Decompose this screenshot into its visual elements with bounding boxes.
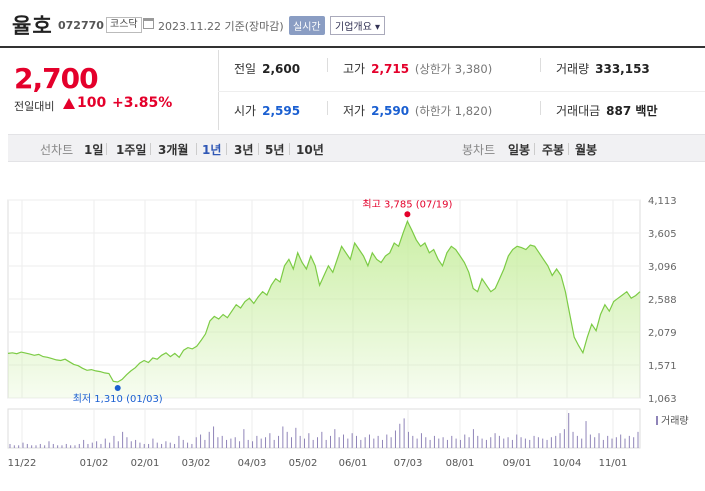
- volume-legend-icon: [656, 416, 658, 425]
- period-1w[interactable]: 1주일: [116, 143, 147, 157]
- current-price: 2,700: [14, 62, 99, 95]
- realtime-button[interactable]: 실시간: [289, 16, 325, 35]
- stat-volume: 거래량 333,153: [556, 62, 650, 76]
- header-divider: [0, 46, 705, 48]
- stock-name: 율호: [12, 14, 53, 38]
- price-area: [8, 221, 640, 398]
- x-tick-label: 05/02: [289, 458, 318, 469]
- x-tick-label: 01/02: [80, 458, 109, 469]
- y-tick-label: 1,063: [648, 394, 677, 405]
- x-tick-label: 02/01: [131, 458, 160, 469]
- quote-date: 2023.11.22 기준(장마감): [158, 20, 284, 33]
- x-tick-label: 09/01: [503, 458, 532, 469]
- high-annotation: 최고 3,785 (07/19): [362, 198, 452, 210]
- candle-monthly[interactable]: 월봉: [575, 143, 598, 157]
- period-10y[interactable]: 10년: [296, 143, 324, 157]
- x-tick-label: 07/03: [394, 458, 423, 469]
- period-1y[interactable]: 1년: [202, 143, 222, 157]
- x-tick-label: 11/22: [8, 458, 37, 469]
- stock-code: 072770: [58, 19, 104, 32]
- chart-toolbar: 선차트 1일 1주일 3개월 1년 3년 5년 10년 봉차트 일봉 주봉 월봉: [8, 134, 705, 162]
- y-tick-label: 3,096: [648, 262, 677, 273]
- x-tick-label: 06/01: [339, 458, 368, 469]
- x-tick-label: 04/03: [238, 458, 267, 469]
- x-tick-label: 08/01: [446, 458, 475, 469]
- y-tick-label: 4,113: [648, 196, 677, 207]
- divider: [327, 101, 328, 115]
- stat-trade-amount: 거래대금 887 백만: [556, 104, 658, 118]
- period-3y[interactable]: 3년: [234, 143, 254, 157]
- divider: [327, 58, 328, 72]
- y-tick-label: 2,079: [648, 328, 677, 339]
- x-tick-label: 11/01: [599, 458, 628, 469]
- company-info-dropdown[interactable]: 기업개요 ▾: [330, 16, 386, 35]
- volume-frame: [7, 408, 641, 449]
- up-arrow-icon: [63, 98, 75, 109]
- x-tick-label: 03/02: [182, 458, 211, 469]
- y-tick-label: 3,605: [648, 229, 677, 240]
- high-marker: [404, 211, 411, 218]
- candle-daily[interactable]: 일봉: [508, 143, 531, 157]
- price-line: [7, 219, 641, 383]
- stat-low: 저가 2,590 (하한가 1,820): [343, 104, 493, 118]
- price-summary: 2,700 전일대비 100 +3.85%: [8, 56, 216, 124]
- y-tick-label: 1,571: [648, 361, 677, 372]
- candle-chart-label: 봉차트: [462, 143, 496, 157]
- low-annotation: 최저 1,310 (01/03): [73, 393, 163, 405]
- chevron-down-icon: ▾: [375, 22, 381, 33]
- low-marker: [114, 384, 121, 391]
- y-tick-label: 2,588: [648, 295, 677, 306]
- period-1d[interactable]: 1일: [84, 143, 104, 157]
- period-5y[interactable]: 5년: [265, 143, 285, 157]
- volume-legend-label: 거래량: [661, 415, 689, 427]
- line-chart-label: 선차트: [40, 143, 74, 157]
- stock-header: 율호 072770 코스닥 2023.11.22 기준(장마감) 실시간 기업개…: [0, 0, 705, 48]
- stat-prev-close: 전일 2,600: [234, 62, 301, 76]
- calendar-icon: [143, 18, 154, 29]
- stat-high: 고가 2,715 (상한가 3,380): [343, 62, 493, 76]
- compare-label: 전일대비: [14, 100, 55, 113]
- divider: [540, 58, 541, 72]
- divider: [540, 101, 541, 115]
- candle-weekly[interactable]: 주봉: [542, 143, 565, 157]
- period-3m[interactable]: 3개월: [158, 143, 189, 157]
- price-change: 100: [77, 95, 107, 111]
- x-tick-label: 10/04: [553, 458, 582, 469]
- stat-open: 시가 2,595: [234, 104, 301, 118]
- market-badge: 코스닥: [106, 17, 142, 33]
- price-chart[interactable]: 4,113 3,605 3,096 2,588 2,079 1,571 1,063 11/22…: [0, 180, 705, 491]
- divider: [218, 91, 705, 92]
- price-change-percent: +3.85%: [112, 95, 173, 111]
- divider: [218, 50, 219, 130]
